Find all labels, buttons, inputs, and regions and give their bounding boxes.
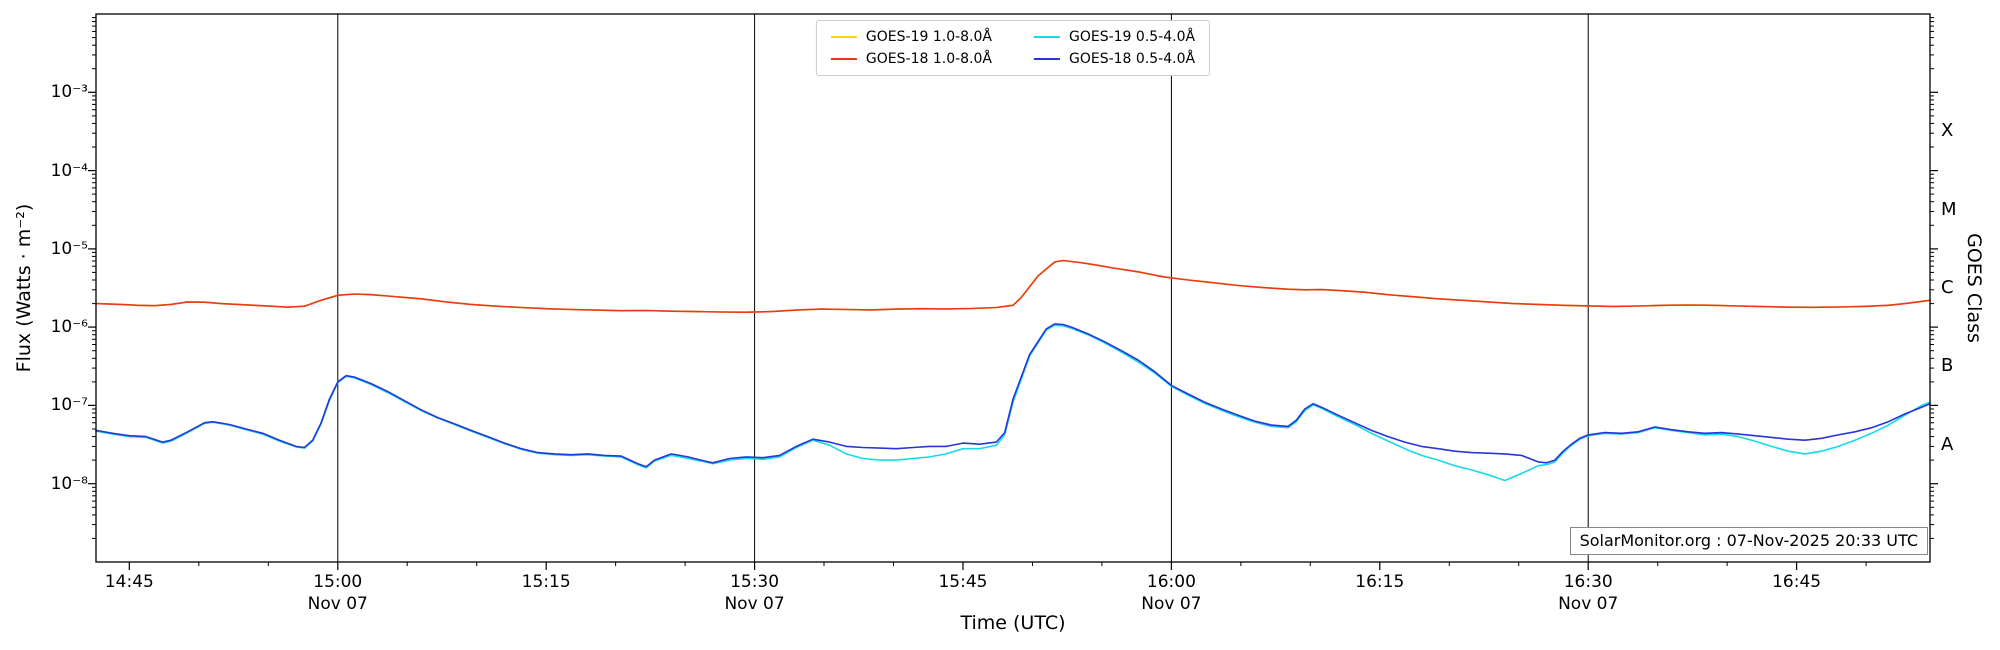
legend-label: GOES-18 1.0-8.0Å — [865, 51, 992, 67]
legend-item: GOES-18 0.5-4.0Å — [1034, 50, 1195, 68]
legend-label: GOES-19 0.5-4.0Å — [1069, 29, 1196, 45]
series-line-goes-19-0-5-4-0- — [95, 324, 1931, 482]
legend-label: GOES-18 0.5-4.0Å — [1069, 51, 1196, 67]
y-axis-title-goes-class: GOES Class — [1963, 233, 1985, 343]
plot-border — [95, 13, 1931, 563]
legend-label: GOES-19 1.0-8.0Å — [865, 29, 992, 45]
legend-item: GOES-19 0.5-4.0Å — [1034, 28, 1195, 46]
legend-line-swatch — [1034, 36, 1060, 38]
x-axis-title-time: Time (UTC) — [960, 612, 1066, 634]
series-line-goes-18-1-0-8-0- — [95, 259, 1931, 314]
legend-line-swatch — [1034, 58, 1060, 60]
legend-line-swatch — [830, 58, 857, 60]
legend-item: GOES-19 1.0-8.0Å — [830, 28, 992, 46]
legend: GOES-19 1.0-8.0Å GOES-19 0.5-4.0Å GOES-18 … — [815, 20, 1211, 76]
legend-line-swatch — [830, 36, 857, 38]
watermark-label: SolarMonitor.org : 07-Nov-2025 20:33 UTC — [1569, 527, 1928, 555]
series-line-goes-18-0-5-4-0- — [95, 323, 1931, 468]
y-axis-title-flux: Flux (Watts · m⁻²) — [13, 203, 35, 373]
legend-item: GOES-18 1.0-8.0Å — [830, 50, 992, 68]
